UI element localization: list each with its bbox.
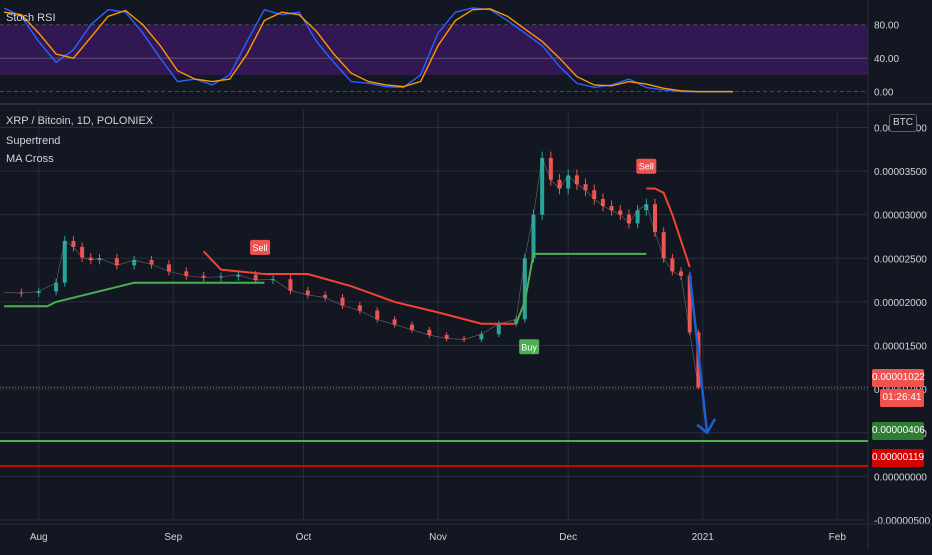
candle-body xyxy=(392,319,397,325)
candle-body xyxy=(687,275,692,333)
countdown-tag: 01:26:41 xyxy=(880,389,924,407)
candle-body xyxy=(540,157,545,215)
time-tick-label: Nov xyxy=(429,532,447,543)
candle-body xyxy=(583,184,588,191)
supertrend-line xyxy=(4,281,265,308)
candle-body xyxy=(574,175,579,185)
candle-body xyxy=(305,290,310,295)
stoch-rsi-label: Stoch RSI xyxy=(6,12,56,24)
candle-body xyxy=(357,305,362,311)
time-tick-label: Oct xyxy=(296,532,312,543)
candle-body xyxy=(375,310,380,320)
candle-body xyxy=(97,258,102,261)
candle-body xyxy=(653,204,657,233)
candle-body xyxy=(618,210,623,215)
candle-body xyxy=(166,264,171,272)
candle-body xyxy=(548,157,553,180)
close-line xyxy=(3,156,699,388)
candle-body xyxy=(644,204,649,211)
ma-cross-label: MA Cross xyxy=(6,153,54,165)
signal-label-box xyxy=(250,239,271,255)
candle-body xyxy=(635,210,640,224)
candle-body xyxy=(479,334,484,340)
rsi-band xyxy=(0,24,868,75)
candle-body xyxy=(626,214,631,224)
candle-body xyxy=(288,279,293,291)
candle-body xyxy=(236,274,241,277)
green-level-tag: 0.00000406 xyxy=(872,422,925,440)
forecast-arrow xyxy=(688,273,709,433)
forecast-arrowhead xyxy=(696,418,717,435)
candle-body xyxy=(114,258,119,266)
currency-badge[interactable]: BTC xyxy=(889,114,917,132)
candle-body xyxy=(566,175,571,189)
price-tick-label: -0.00000500 xyxy=(874,516,931,527)
candle-body xyxy=(670,258,675,272)
last-price-tag: 0.00001022 xyxy=(872,369,925,387)
candle-body xyxy=(323,294,328,298)
candle-body xyxy=(88,257,93,261)
candle-body xyxy=(219,276,223,278)
candle-body xyxy=(444,335,449,339)
candle-body xyxy=(19,292,24,294)
price-tick-label: 0.00002500 xyxy=(874,254,927,265)
candle-body xyxy=(427,329,432,336)
signal-label: Sell xyxy=(253,243,268,253)
candle-body xyxy=(54,282,59,292)
time-tick-label: Aug xyxy=(30,532,48,543)
rsi-tick-label: 40.00 xyxy=(874,54,899,65)
candle-body xyxy=(71,240,76,247)
candle-body xyxy=(609,205,614,211)
rsi-line-k xyxy=(3,7,734,93)
supertrend-line xyxy=(515,252,647,325)
candle-body xyxy=(531,214,536,259)
candle-body xyxy=(592,190,597,199)
supertrend-line xyxy=(646,187,691,268)
candle-body xyxy=(409,324,414,330)
rsi-tick-label: 80.00 xyxy=(874,21,899,32)
candle-body xyxy=(557,179,562,189)
candle-body xyxy=(271,279,276,281)
time-tick-label: Dec xyxy=(559,532,577,543)
price-tick-label: 0.00000000 xyxy=(874,472,927,483)
candle-body xyxy=(62,240,67,283)
price-tick-label: 0.00003500 xyxy=(874,167,927,178)
signal-label: Buy xyxy=(521,342,537,352)
price-tick-label: 0.00003000 xyxy=(874,211,927,222)
price-tick-label: 0.00001500 xyxy=(874,342,927,353)
price-tick-label: 0.00002000 xyxy=(874,298,927,309)
candle-body xyxy=(149,260,154,265)
symbol-label: XRP / Bitcoin, 1D, POLONIEX xyxy=(6,115,154,127)
supertrend-line xyxy=(202,250,517,325)
candle-body xyxy=(184,271,189,276)
time-tick-label: Feb xyxy=(829,532,847,543)
signal-label: Sell xyxy=(639,162,654,172)
rsi-tick-label: 0.00 xyxy=(874,88,894,99)
candle-body xyxy=(36,291,41,294)
candle-body xyxy=(340,297,345,306)
time-tick-label: Sep xyxy=(164,532,182,543)
time-tick-label: 2021 xyxy=(692,532,715,543)
candle-body xyxy=(522,258,527,320)
candle-body xyxy=(600,198,605,206)
candle-body xyxy=(201,275,206,278)
supertrend-label: Supertrend xyxy=(6,135,61,147)
signal-label-box xyxy=(636,158,657,174)
candle-body xyxy=(462,338,467,340)
candle-body xyxy=(80,246,85,258)
candle-body xyxy=(679,271,684,276)
candle-body xyxy=(496,323,501,335)
red-level-tag: 0.00000119 xyxy=(872,449,924,467)
signal-label-box xyxy=(519,339,540,355)
rsi-line-d xyxy=(3,8,734,93)
candle-body xyxy=(253,274,258,281)
candle-body xyxy=(132,260,137,266)
candle-body xyxy=(661,232,666,259)
